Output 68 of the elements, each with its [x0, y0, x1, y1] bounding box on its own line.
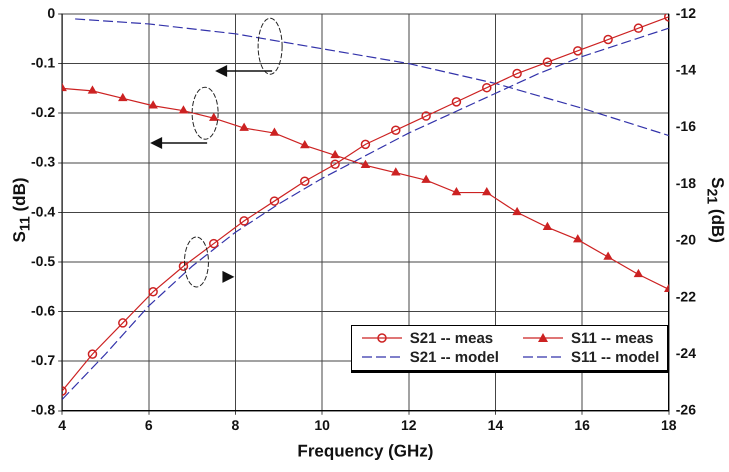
point: [270, 128, 279, 136]
y-tick-label: -0.2: [31, 104, 56, 120]
point: [574, 234, 582, 242]
point: [421, 111, 431, 121]
legend-label: S21 -- model: [410, 348, 499, 366]
point: [210, 113, 218, 121]
point: [300, 176, 310, 186]
point: [330, 159, 340, 169]
legend-label: S11 -- model: [570, 348, 660, 366]
y2-tick-label: -18: [676, 174, 696, 191]
point: [300, 140, 309, 148]
point: [330, 150, 340, 158]
y-tick-label: -0.1: [31, 54, 56, 70]
x-tick-label: 18: [660, 417, 677, 434]
legend-label: S11 -- meas: [570, 330, 654, 347]
x-tick-label: 4: [58, 417, 66, 434]
point: [482, 188, 491, 196]
point: [240, 123, 248, 131]
point: [270, 196, 280, 206]
y2-tick-label: -16: [676, 118, 696, 134]
point: [512, 208, 522, 216]
x-tick-label: 12: [400, 417, 417, 434]
point: [118, 94, 128, 102]
point: [179, 106, 188, 114]
point: [542, 57, 552, 67]
x-axis-title: Frequency (GHz): [297, 441, 434, 460]
point: [148, 287, 158, 297]
point: [543, 222, 552, 230]
point: [118, 318, 128, 328]
point: [88, 349, 98, 359]
y2-tick-label: -20: [676, 232, 696, 248]
x-tick-label: 16: [574, 417, 590, 434]
y2-tick-label: -24: [676, 344, 696, 361]
point: [452, 97, 462, 107]
x-tick-label: 8: [232, 417, 240, 434]
point: [634, 23, 644, 33]
point: [422, 175, 430, 183]
y-tick-label: -0.6: [31, 302, 56, 318]
y2-tick-label: -22: [676, 288, 696, 304]
legend-label: S21 -- meas: [410, 330, 494, 347]
point: [634, 270, 643, 278]
point: [452, 188, 461, 196]
y2-tick-label: -12: [676, 4, 696, 21]
point: [482, 82, 492, 92]
point: [360, 140, 370, 150]
point: [604, 252, 612, 260]
y-tick-label: -0.5: [31, 252, 56, 269]
y-tick-label: -0.8: [31, 402, 56, 418]
y2-tick-label: -26: [676, 402, 696, 418]
point: [209, 238, 219, 248]
point: [148, 101, 158, 109]
x-tick-label: 14: [488, 417, 504, 434]
x-tick-label: 10: [314, 417, 330, 434]
y-tick-label: 0: [47, 4, 56, 21]
point: [88, 86, 97, 94]
point: [392, 168, 400, 176]
point: [573, 46, 583, 56]
y-tick-label: -0.3: [31, 154, 56, 170]
y-tick-label: -0.7: [31, 352, 56, 368]
point: [603, 34, 613, 44]
point: [239, 216, 249, 226]
y-tick-label: -0.4: [31, 203, 56, 220]
point: [361, 160, 370, 168]
y2-tick-label: -14: [676, 62, 696, 78]
point: [178, 262, 188, 271]
point: [512, 68, 522, 78]
x-tick-label: 6: [144, 417, 153, 434]
point: [391, 125, 401, 135]
